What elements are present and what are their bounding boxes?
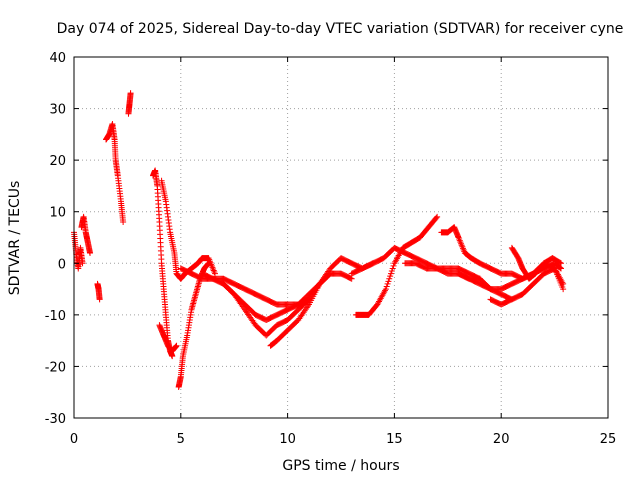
y-tick-label: -20 [45,360,66,375]
data-point [96,296,103,303]
plot-frame [73,56,609,419]
data-point [387,270,394,277]
y-tick-label: -30 [45,412,66,427]
data-marks [71,90,567,391]
series-s19 [487,265,567,308]
x-tick-label: 15 [386,432,403,447]
x-tick-label: 20 [493,432,510,447]
y-tick-label: 20 [49,154,66,169]
data-point [79,260,86,267]
data-point [390,262,397,269]
y-tick-label: 40 [49,51,66,66]
grid-lines [74,57,608,418]
chart-title: Day 074 of 2025, Sidereal Day-to-day VTE… [57,21,624,37]
data-point [560,286,567,293]
x-tick-label: 25 [600,432,617,447]
series-s14 [352,213,441,318]
data-point [388,268,395,275]
data-point [384,280,391,287]
y-axis-label: SDTVAR / TECUs [7,181,23,296]
series-s4 [103,121,127,226]
y-tick-label: -10 [45,309,66,324]
data-point [386,275,393,282]
data-point [120,219,127,226]
series-s2 [78,213,94,256]
y-tick-label: 10 [49,206,66,221]
data-point [387,273,394,280]
data-point [557,259,564,266]
series-s20 [508,244,565,282]
data-point [169,353,176,360]
data-point [557,264,564,271]
data-point [385,278,392,285]
series-s16 [402,260,515,303]
series-s13 [267,255,377,349]
data-point [347,275,354,282]
series-s5 [125,90,134,117]
data-point [348,275,355,282]
data-point [389,265,396,272]
data-point [558,260,565,267]
series-s1 [71,229,86,272]
axis-ticks: 0 5 10 15 20 25 -30 -20 -10 0 10 20 30 40 [45,51,617,447]
y-tick-label: 0 [58,257,66,272]
series-s12 [220,270,355,339]
series-s7 [156,322,180,354]
data-point [173,342,180,349]
x-tick-label: 5 [177,432,185,447]
data-point [433,214,440,221]
data-point [87,249,94,256]
data-point [205,260,212,267]
data-point [127,90,134,97]
data-point [382,286,389,293]
x-tick-label: 10 [279,432,296,447]
data-point [211,270,218,277]
data-point [434,213,441,220]
x-tick-label: 0 [70,432,78,447]
y-tick-label: 30 [49,103,66,118]
x-axis-label: GPS time / hours [282,458,399,474]
data-point [383,283,390,290]
data-point [558,265,565,272]
series-s3 [94,280,103,303]
